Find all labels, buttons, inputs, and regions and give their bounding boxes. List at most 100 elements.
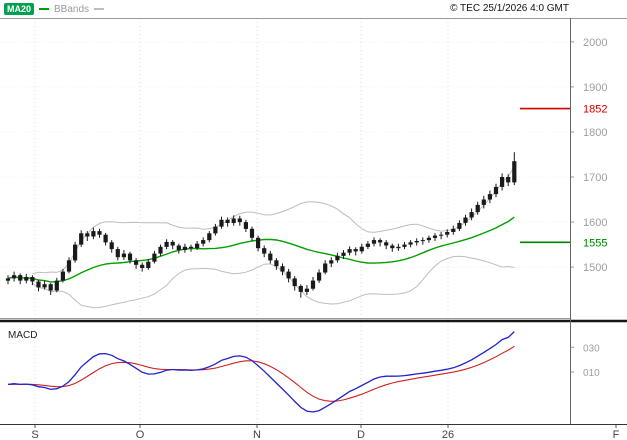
price-axis-label: 2000: [583, 37, 607, 49]
candle-body: [231, 218, 236, 223]
candle-body: [414, 241, 419, 243]
bollinger-upper-line: [32, 166, 515, 275]
candle-body: [432, 235, 438, 238]
candle-body: [469, 212, 474, 218]
candle-body: [176, 245, 181, 250]
bollinger-lower-line: [32, 255, 515, 309]
candle-body: [170, 241, 175, 246]
candle-body: [402, 244, 407, 247]
candle-body: [274, 260, 279, 267]
price-axis-label: 1700: [583, 172, 607, 184]
candle-body: [353, 249, 358, 252]
candle-body: [439, 234, 444, 236]
candle-body: [146, 261, 151, 268]
candle-body: [365, 243, 370, 247]
candle-body: [298, 286, 303, 292]
candle-body: [237, 218, 242, 223]
candle-body: [359, 246, 364, 252]
candle-body: [384, 242, 389, 246]
candle-body: [304, 288, 309, 292]
candle-body: [30, 277, 35, 282]
candle-body: [457, 223, 462, 229]
candle-body: [219, 219, 224, 227]
candle-body: [341, 252, 346, 256]
candle-body: [121, 253, 126, 258]
candle-body: [207, 233, 212, 241]
candle-body: [347, 249, 352, 253]
candle-body: [195, 243, 200, 249]
candle-body: [225, 219, 230, 223]
candle-body: [378, 240, 383, 243]
level-label: 1555: [583, 237, 607, 249]
candle-body: [66, 260, 72, 272]
candle-body: [396, 246, 401, 249]
price-axis-label: 1800: [583, 127, 607, 139]
candle-body: [188, 246, 194, 249]
month-axis-label: F: [613, 429, 620, 440]
candle-body: [91, 231, 96, 237]
candle-body: [12, 275, 17, 279]
candle-body: [317, 272, 322, 281]
ma20-legend-label: MA20: [4, 3, 35, 15]
candle-body: [48, 284, 53, 291]
month-axis-label: S: [31, 429, 38, 440]
macd-axis-label: 030: [583, 343, 600, 354]
level-label: 1852: [583, 104, 607, 116]
bbands-line-swatch: [94, 8, 105, 10]
candle-body: [243, 222, 248, 229]
candle-body: [79, 233, 84, 245]
candle-body: [286, 271, 291, 279]
candle-body: [475, 204, 480, 213]
candle-body: [506, 177, 511, 183]
candle-body: [54, 280, 59, 291]
macd-panel-title: MACD: [8, 330, 38, 341]
candle-body: [371, 240, 377, 244]
candle-body: [85, 233, 90, 237]
candle-body: [335, 255, 340, 261]
chart-legend: MA20 BBands: [4, 2, 105, 16]
macd-axis-label: 010: [583, 368, 600, 379]
candle-body: [323, 263, 328, 273]
candle-body: [213, 226, 218, 234]
candle-body: [463, 217, 468, 223]
candle-body: [36, 281, 41, 288]
candle-body: [103, 234, 108, 243]
candle-body: [109, 242, 114, 250]
candle-body: [445, 232, 450, 235]
candle-body: [262, 248, 267, 254]
candle-body: [42, 284, 47, 288]
candle-body: [487, 194, 492, 200]
macd-line: [7, 331, 515, 413]
candle-body: [73, 244, 78, 261]
candle-body: [512, 161, 517, 183]
month-axis-label: O: [136, 429, 145, 440]
ma20-line-swatch: [39, 8, 50, 10]
candle-body: [420, 240, 425, 242]
candle-body: [268, 253, 273, 261]
price-axis-label: 1500: [583, 262, 607, 274]
candle-body: [329, 260, 334, 264]
candle-body: [164, 241, 169, 247]
candle-body: [256, 237, 261, 249]
candle-body: [60, 271, 65, 281]
price-axis-label: 1600: [583, 217, 607, 229]
ma20-line: [7, 216, 515, 283]
candle-body: [182, 246, 187, 250]
candle-body: [97, 231, 102, 235]
month-axis-label: 26: [442, 429, 454, 440]
month-axis-label: N: [253, 429, 261, 440]
copyright-text: © TEC 25/1/2026 4:0 GMT: [450, 3, 569, 14]
price-axis-label: 1900: [583, 82, 607, 94]
candle-body: [127, 253, 133, 261]
candle-body: [18, 275, 23, 281]
candle-body: [152, 253, 157, 262]
candle-body: [408, 242, 413, 245]
candle-body: [292, 278, 297, 287]
candle-body: [140, 264, 145, 268]
candle-body: [493, 186, 499, 195]
candle-body: [310, 280, 316, 289]
candle-body: [115, 249, 120, 258]
candle-body: [500, 177, 505, 187]
bbands-legend-label: BBands: [54, 3, 90, 15]
